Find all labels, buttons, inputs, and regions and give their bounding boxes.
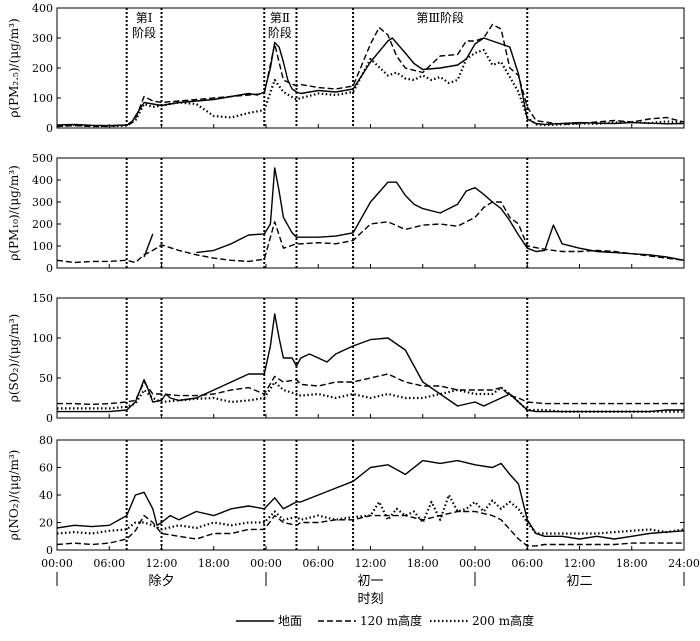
y-tick-label: 100 bbox=[32, 332, 53, 345]
y-tick-label: 0 bbox=[46, 412, 53, 425]
y-tick-label: 500 bbox=[32, 152, 53, 165]
panel-frame bbox=[56, 439, 685, 551]
panel-4: 0 20 40 60 80 ρ(NO₂)/(μg/m³) bbox=[7, 434, 685, 557]
stage-label: 第Ⅲ阶段 bbox=[416, 10, 464, 25]
y-tick-label: 0 bbox=[46, 544, 53, 557]
legend-label: 120 m高度 bbox=[360, 613, 422, 628]
series-line-120m bbox=[56, 23, 685, 128]
series-line-ground bbox=[143, 233, 154, 258]
stage-label-line2: 阶段 bbox=[268, 25, 292, 40]
x-axis-label: 时刻 bbox=[357, 592, 383, 607]
y-tick-label: 100 bbox=[32, 240, 53, 253]
panel-2: 0 100 200 300 400 500 ρ(PM₁₀)/(μg/m³) bbox=[7, 152, 685, 275]
series-line-ground bbox=[56, 37, 685, 127]
legend-label: 200 m高度 bbox=[472, 613, 534, 628]
series-line-200m bbox=[56, 493, 685, 535]
panel-1: 0 100 200 300 400 ρ(PM₂.₅)/(μg/m³) bbox=[7, 2, 685, 135]
x-tick-label: 00:00 bbox=[250, 557, 282, 570]
panel-3: 0 50 100 150 ρ(SO₂)/(μg/m³) bbox=[7, 292, 685, 425]
y-axis-label: ρ(PM₁₀)/(μg/m³) bbox=[7, 165, 21, 261]
y-tick-label: 200 bbox=[32, 218, 53, 231]
series-line-200m bbox=[57, 380, 684, 413]
x-tick-label: 06:00 bbox=[511, 557, 543, 570]
panel-frame bbox=[56, 297, 685, 419]
y-axis-label: ρ(SO₂)/(μg/m³) bbox=[7, 314, 21, 402]
day-label: 初一 bbox=[357, 574, 383, 589]
legend-label: 地面 bbox=[278, 614, 302, 628]
y-tick-label: 80 bbox=[39, 434, 53, 447]
y-tick-label: 100 bbox=[32, 92, 53, 105]
y-tick-label: 40 bbox=[39, 489, 53, 502]
y-tick-label: 60 bbox=[39, 462, 53, 475]
x-tick-label: 06:00 bbox=[93, 557, 125, 570]
y-axis-label: ρ(NO₂)/(μg/m³) bbox=[7, 450, 21, 541]
y-tick-label: 300 bbox=[32, 196, 53, 209]
x-tick-label: 18:00 bbox=[198, 557, 230, 570]
x-tick-label: 12:00 bbox=[355, 557, 387, 570]
stage-label: 第Ⅰ bbox=[136, 11, 153, 25]
y-tick-label: 300 bbox=[32, 32, 53, 45]
y-tick-label: 150 bbox=[32, 292, 53, 305]
series-line-ground bbox=[196, 167, 685, 261]
x-tick-label: 12:00 bbox=[564, 557, 596, 570]
series-line-ground bbox=[57, 313, 684, 413]
x-tick-label: 24:00 bbox=[668, 557, 700, 570]
day-label: 除夕 bbox=[148, 574, 174, 589]
y-tick-label: 0 bbox=[46, 262, 53, 275]
x-tick-label: 18:00 bbox=[407, 557, 439, 570]
series-line-120m bbox=[57, 373, 684, 406]
stage-label: 第Ⅱ bbox=[270, 11, 290, 25]
x-tick-label: 18:00 bbox=[616, 557, 648, 570]
y-axis-label: ρ(PM₂.₅)/(μg/m³) bbox=[7, 18, 21, 117]
y-tick-label: 20 bbox=[39, 517, 53, 530]
legend: 地面 120 m高度 200 m高度 bbox=[236, 613, 534, 628]
y-tick-label: 50 bbox=[39, 372, 53, 385]
series-line-ground bbox=[56, 459, 685, 540]
x-tick-label: 00:00 bbox=[41, 557, 73, 570]
y-tick-label: 0 bbox=[46, 122, 53, 135]
x-tick-label: 00:00 bbox=[459, 557, 491, 570]
x-tick-label: 06:00 bbox=[302, 557, 334, 570]
stage-label-line2: 阶段 bbox=[132, 25, 156, 40]
y-tick-label: 400 bbox=[32, 2, 53, 15]
x-tick-label: 12:00 bbox=[146, 557, 178, 570]
day-label: 初二 bbox=[566, 574, 592, 589]
series-line-120m bbox=[56, 510, 684, 547]
series-line-120m bbox=[56, 201, 685, 264]
y-tick-label: 400 bbox=[32, 174, 53, 187]
y-tick-label: 200 bbox=[32, 62, 53, 75]
